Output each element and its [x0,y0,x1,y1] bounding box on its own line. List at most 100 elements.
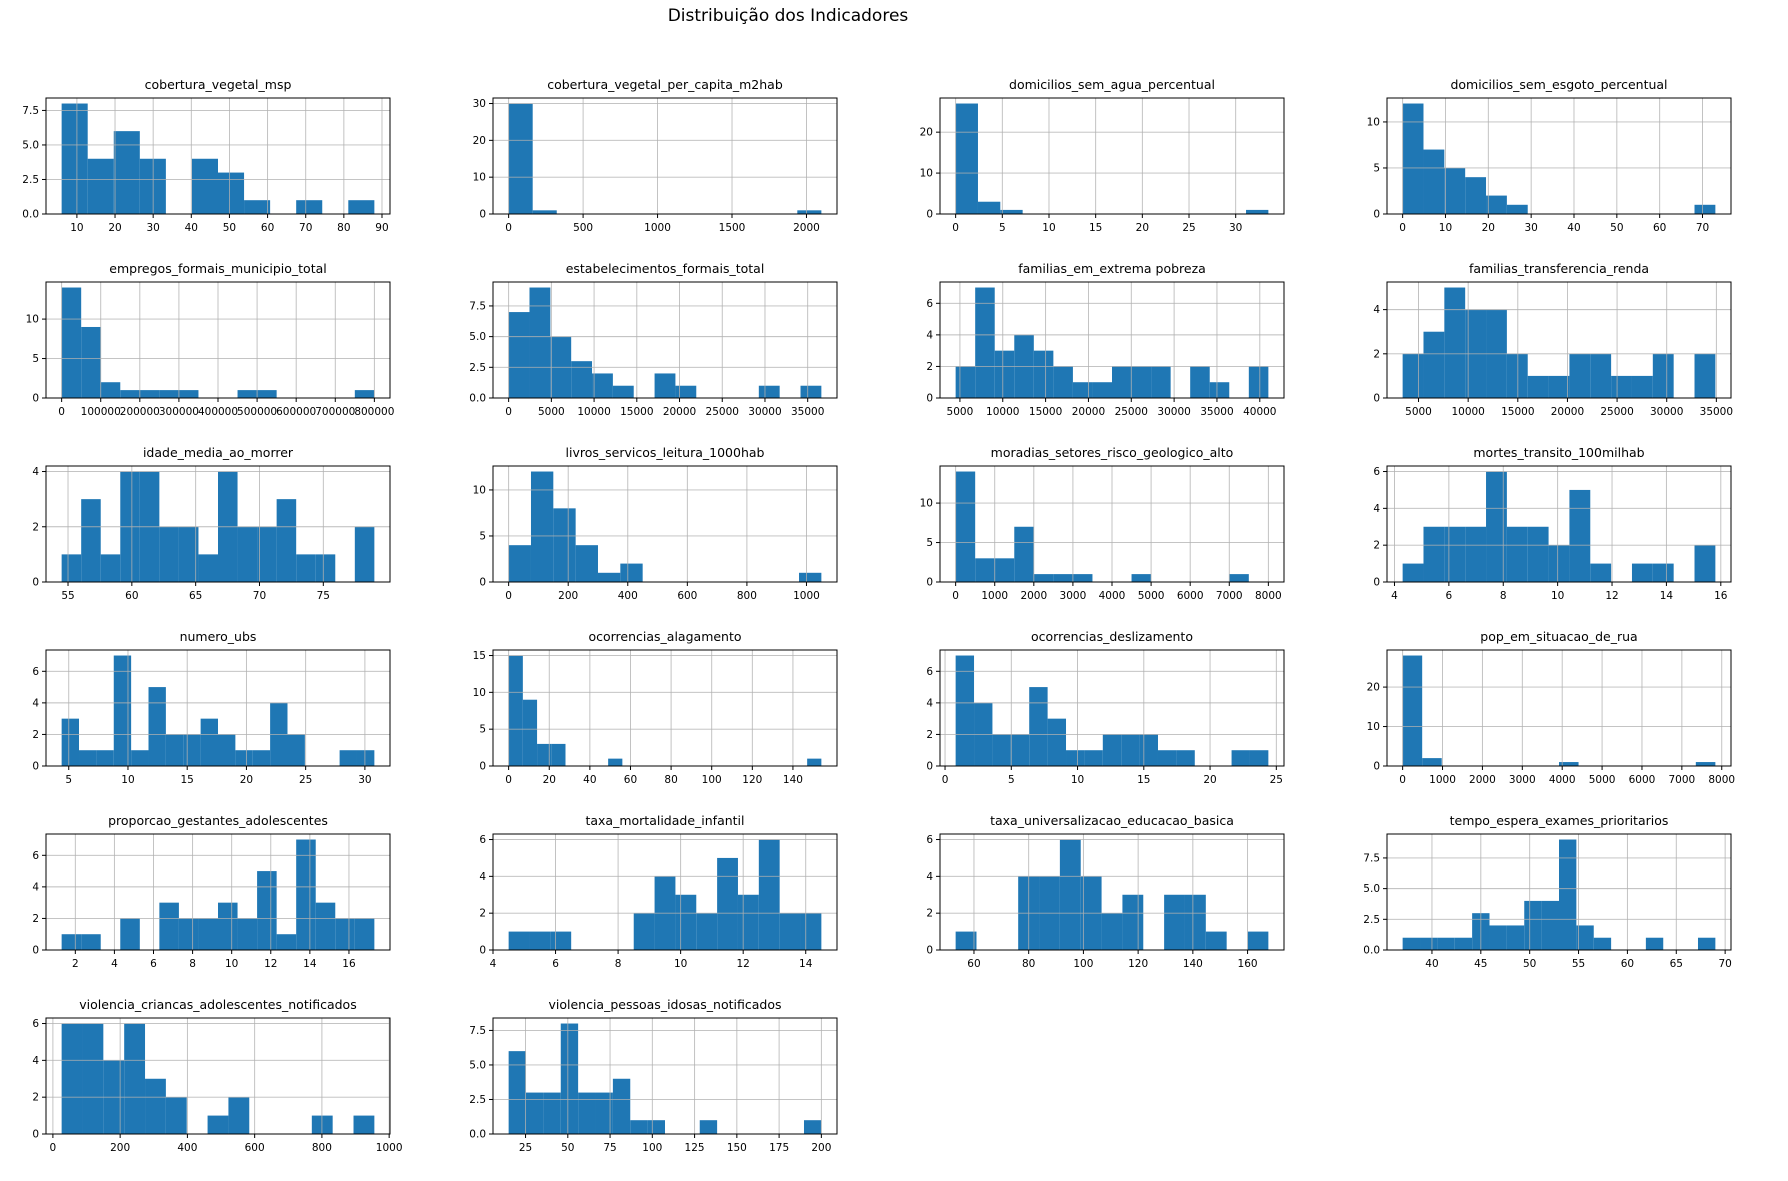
histogram-bar [1631,563,1653,582]
y-axis: 0 2 4 6 [479,834,493,957]
histogram-bar [955,471,976,582]
x-tick-label: 40 [583,774,596,786]
x-axis: 4 6 8 10 12 14 16 [1391,582,1728,602]
x-tick-label: 35000 [1700,406,1733,418]
subplot-title: mortes_transito_100milhab [1473,445,1644,460]
x-tick-label: 14 [799,958,813,970]
y-tick-label: 4 [1373,304,1380,316]
histogram-bar [597,572,621,582]
subplot-pop-em-situacao-de-rua: pop_em_situacao_de_rua 0 1000 2000 3000 4000 5… [1341,622,1788,806]
y-tick-label: 4 [32,697,39,709]
y-tick-label: 7.5 [469,300,486,312]
y-tick-label: 4 [479,871,486,883]
y-axis: 0 10 20 [1367,682,1387,773]
histogram-bar [1465,526,1487,582]
histogram-canvas: mortes_transito_100milhab 4 6 8 10 12 14 16 0 2 4 6 [1373,445,1732,602]
x-tick-label: 50 [1610,222,1623,234]
histogram-bar [1059,839,1081,950]
histogram-bar [994,350,1015,398]
histogram-canvas: idade_media_ao_morrer 55 60 65 70 75 0 2 4 [32,445,391,602]
histogram-canvas: cobertura_vegetal_per_capita_m2hab 0 500 10… [473,77,838,234]
histogram-bar [82,1023,104,1134]
histogram-bar [61,103,88,214]
histogram-bar [508,103,533,214]
subplot-title: moradias_setores_risco_geologico_alto [991,445,1234,460]
subplot-title: ocorrencias_alagamento [588,629,741,644]
x-tick-label: 30000 [748,406,781,418]
histogram-bar [551,743,566,766]
subplot-title: violencia_criancas_adolescentes_notifica… [79,997,356,1012]
x-tick-label: 25000 [706,406,739,418]
plot-border [1386,97,1732,215]
y-axis: 0 2 4 6 [926,834,940,957]
y-tick-label: 0 [926,761,933,773]
subplot-title: taxa_mortalidade_infantil [585,813,744,828]
histogram-bar [148,687,166,766]
histogram-bar [87,158,114,214]
histogram-bar [159,902,179,950]
histogram-bar [1092,382,1112,398]
histogram-bar [1559,762,1579,766]
histogram-canvas: cobertura_vegetal_msp 10 20 30 40 50 60 70 80 90 0… [22,77,391,234]
histogram-bar [1465,177,1487,214]
histogram-bar [252,750,271,766]
histogram-bar [1047,718,1067,766]
histogram-bar [1559,839,1577,950]
plot-border [1386,465,1732,583]
x-tick-label: 90 [375,222,388,234]
x-tick-label: 20000 [1072,406,1105,418]
x-tick-label: 8 [189,958,196,970]
histogram-bar [508,655,523,766]
y-tick-label: 0 [32,1129,39,1141]
histogram-bar [207,1115,229,1134]
gridlines [940,98,1284,215]
bars [508,1023,822,1134]
histogram-bar [1527,375,1549,398]
x-tick-label: 150 [727,1142,747,1154]
histogram-bar [1631,375,1653,398]
bars [61,1023,375,1134]
histogram-bar [1444,526,1466,582]
histogram-bar [296,200,323,214]
x-tick-label: 1000 [644,222,671,234]
x-tick-label: 800 [737,590,757,602]
histogram-bar [696,913,718,950]
x-tick-label: 600 [245,1142,265,1154]
x-tick-label: 4 [111,958,118,970]
x-tick-label: 20 [240,774,253,786]
histogram-bar [1229,574,1249,582]
x-axis: 0 5000 10000 15000 20000 25000 30000 35000 [505,398,824,418]
histogram-bar [1506,353,1528,398]
x-tick-label: 1000 [793,590,820,602]
histogram-bar [1033,574,1054,582]
x-tick-label: 60 [1621,958,1634,970]
histogram-bar [550,931,572,950]
x-tick-label: 140 [783,774,803,786]
x-tick-label: 700000 [315,406,355,418]
histogram-bar [315,554,336,582]
bars [61,287,375,398]
histogram-bar [1423,526,1445,582]
histogram-bar [1402,103,1424,214]
histogram-bar [1102,734,1122,766]
x-axis: 0 200 400 600 800 1000 [505,582,820,602]
x-tick-label: 5 [65,774,72,786]
subplot-title: familias_em_extrema pobreza [1018,261,1206,276]
histogram-bar [1072,574,1093,582]
x-tick-label: 70 [1696,222,1709,234]
y-tick-label: 10 [473,687,486,699]
y-tick-label: 2 [1373,540,1380,552]
y-tick-label: 10 [1367,721,1380,733]
x-tick-label: 100000 [81,406,121,418]
subplot-mortes-transito-100milhab: mortes_transito_100milhab 4 6 8 10 12 14 16 0 2 4 6 [1341,438,1788,622]
y-axis: 0.0 2.5 5.0 7.5 [469,1025,493,1141]
histogram-bar [235,750,253,766]
histogram-bar [113,655,132,766]
x-tick-label: 10000 [986,406,1019,418]
histogram-bar [178,526,199,582]
histogram-bar [1164,894,1185,950]
y-tick-label: 20 [1367,682,1380,694]
histogram-bar [276,499,297,582]
y-tick-label: 0 [1373,209,1380,221]
